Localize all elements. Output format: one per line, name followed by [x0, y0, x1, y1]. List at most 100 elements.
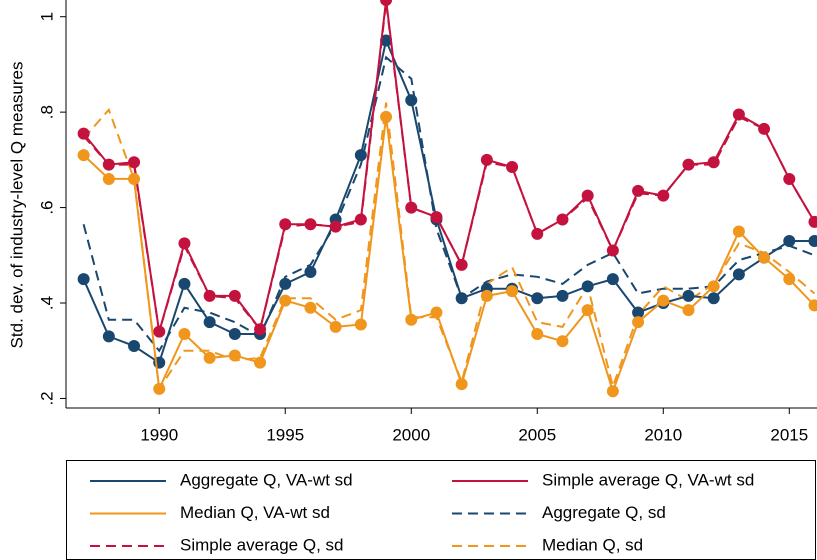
data-point: [77, 127, 90, 140]
data-point: [380, 110, 393, 123]
data-point: [657, 294, 670, 307]
data-point: [758, 122, 771, 135]
data-point: [632, 316, 645, 329]
data-point: [581, 189, 594, 202]
data-point: [178, 328, 191, 341]
data-point: [128, 339, 141, 352]
data-point: [732, 225, 745, 238]
data-point: [430, 211, 443, 224]
y-tick-label: .8: [37, 105, 56, 119]
data-point: [707, 156, 720, 169]
data-point: [102, 172, 115, 185]
data-point: [304, 218, 317, 231]
data-point: [581, 280, 594, 293]
x-tick-label: 2010: [644, 425, 682, 444]
data-point: [657, 189, 670, 202]
data-point: [480, 153, 493, 166]
data-point: [405, 313, 418, 326]
series-line: [82, 55, 815, 353]
x-tick-label: 2005: [518, 425, 556, 444]
x-tick-label: 2015: [770, 425, 808, 444]
data-point: [682, 158, 695, 171]
y-tick-label: 1: [37, 12, 56, 21]
plot-area: [77, 0, 817, 398]
data-point: [304, 301, 317, 314]
data-point: [682, 304, 695, 317]
series-line: [82, 2, 816, 332]
x-tick-label: 1995: [266, 425, 304, 444]
legend-label: Median Q, sd: [542, 535, 643, 554]
y-tick-label: .2: [37, 391, 56, 405]
data-point: [380, 0, 393, 6]
series-line: [82, 0, 816, 332]
data-point: [102, 158, 115, 171]
data-point: [153, 325, 166, 338]
data-point: [707, 280, 720, 293]
data-point: [808, 215, 817, 228]
data-point: [405, 201, 418, 214]
legend-label: Median Q, VA-wt sd: [180, 503, 330, 522]
data-point: [783, 172, 796, 185]
legend-box: [66, 460, 816, 560]
data-point: [203, 351, 216, 364]
legend-label: Aggregate Q, VA-wt sd: [180, 470, 353, 489]
data-point: [531, 328, 544, 341]
data-point: [506, 285, 519, 298]
y-tick-label: .4: [37, 296, 56, 310]
data-point: [77, 273, 90, 286]
data-point: [102, 330, 115, 343]
data-point: [254, 323, 267, 336]
data-point: [808, 234, 817, 247]
data-point: [556, 335, 569, 348]
data-point: [178, 237, 191, 250]
data-point: [354, 149, 367, 162]
data-point: [279, 294, 292, 307]
data-point: [153, 382, 166, 395]
data-point: [228, 349, 241, 362]
data-point: [354, 213, 367, 226]
data-point: [632, 184, 645, 197]
data-point: [329, 220, 342, 233]
data-point: [606, 244, 619, 257]
data-point: [783, 234, 796, 247]
data-point: [606, 273, 619, 286]
data-point: [405, 94, 418, 107]
data-point: [455, 378, 468, 391]
data-point: [732, 268, 745, 281]
data-point: [581, 304, 594, 317]
data-point: [606, 385, 619, 398]
data-point: [203, 316, 216, 329]
data-point: [531, 227, 544, 240]
data-point: [354, 318, 367, 331]
series-line: [82, 37, 815, 365]
data-point: [430, 306, 443, 319]
data-point: [279, 277, 292, 290]
data-point: [77, 149, 90, 162]
data-point: [128, 172, 141, 185]
data-point: [455, 292, 468, 305]
data-point: [556, 213, 569, 226]
data-point: [808, 299, 817, 312]
data-point: [455, 258, 468, 271]
data-point: [531, 292, 544, 305]
x-tick-label: 1990: [140, 425, 178, 444]
data-point: [758, 251, 771, 264]
data-point: [707, 292, 720, 305]
x-tick-label: 2000: [392, 425, 430, 444]
legend-label: Simple average Q, sd: [180, 535, 343, 554]
data-point: [480, 289, 493, 302]
y-axis-label: Std. dev. of industry-level Q measures: [7, 62, 26, 349]
data-point: [732, 108, 745, 121]
data-point: [228, 328, 241, 341]
data-point: [304, 266, 317, 278]
legend-label: Simple average Q, VA-wt sd: [542, 470, 754, 489]
data-point: [380, 34, 393, 47]
data-point: [506, 161, 519, 174]
data-point: [178, 277, 191, 290]
data-point: [228, 289, 241, 302]
y-tick-label: .6: [37, 200, 56, 214]
data-point: [632, 306, 645, 319]
data-point: [254, 356, 267, 369]
data-point: [279, 218, 292, 231]
